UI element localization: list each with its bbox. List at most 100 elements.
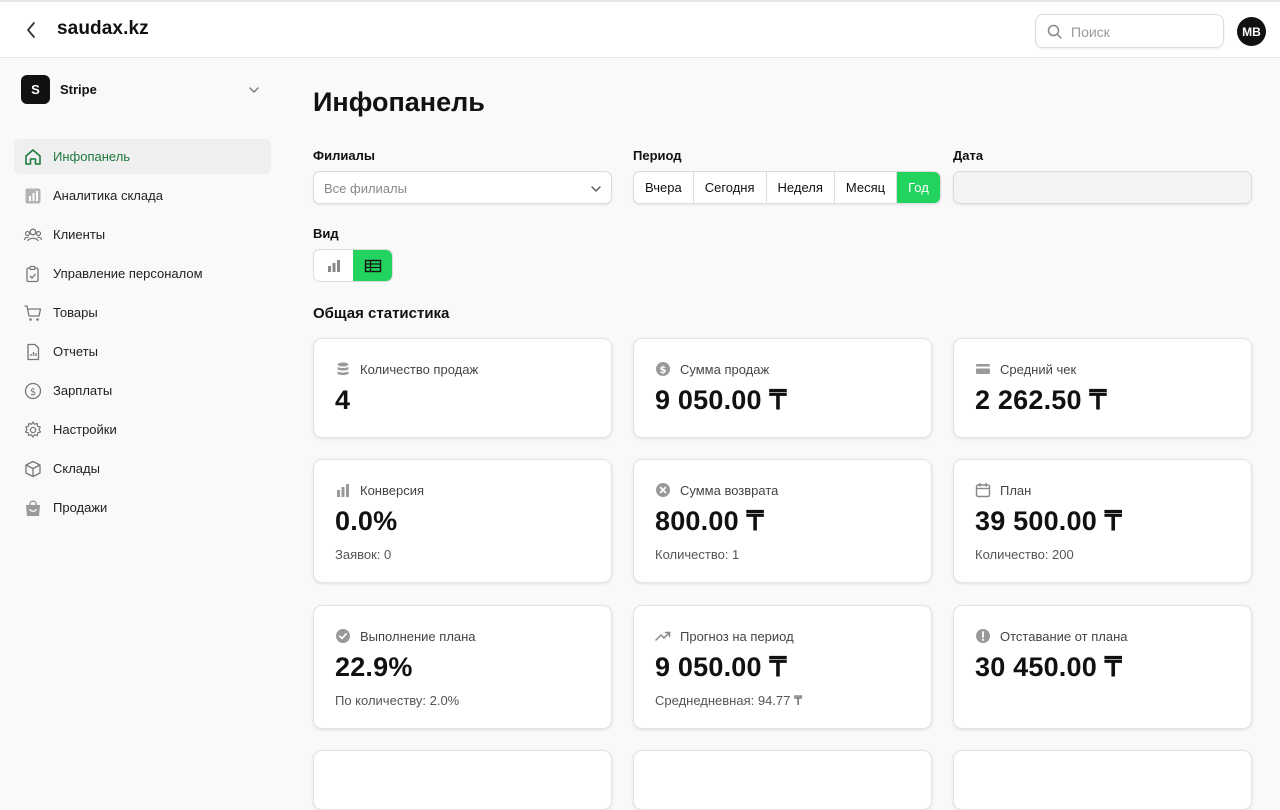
stat-title: Конверсия xyxy=(360,483,425,498)
period-year-button[interactable]: Год xyxy=(897,172,940,203)
sidebar-item-label: Склады xyxy=(53,461,100,476)
org-logo: S xyxy=(21,75,50,104)
sidebar: S Stripe Инфопанель Аналитика склада Кли… xyxy=(0,58,285,772)
stat-card xyxy=(633,750,932,810)
sidebar-item-dashboard[interactable]: Инфопанель xyxy=(14,139,271,174)
chevron-down-icon xyxy=(249,87,259,93)
branches-select-value: Все филиалы xyxy=(324,181,407,196)
stat-title: Средний чек xyxy=(1000,362,1077,377)
stat-value: 800.00 ₸ xyxy=(655,506,764,536)
stat-card-avg-check: Средний чек 2 262.50 ₸ xyxy=(953,338,1252,438)
stat-title: Количество продаж xyxy=(360,362,479,377)
stat-card-refund-sum: Сумма возврата 800.00 ₸ Количество: 1 xyxy=(633,459,932,583)
sidebar-item-salaries[interactable]: $ Зарплаты xyxy=(14,373,271,408)
credit-card-icon xyxy=(976,364,990,374)
stat-value: 22.9% xyxy=(335,652,413,682)
stat-title: План xyxy=(1000,483,1032,498)
stat-value: 2 262.50 ₸ xyxy=(975,385,1107,415)
users-icon xyxy=(23,228,43,242)
dollar-circle-icon: $ xyxy=(656,362,670,376)
stat-card-conversion: Конверсия 0.0% Заявок: 0 xyxy=(313,459,612,583)
search-box[interactable] xyxy=(1035,14,1224,48)
stat-card-sales-count: Количество продаж 4 xyxy=(313,338,612,438)
sidebar-item-label: Инфопанель xyxy=(53,149,131,164)
box-icon xyxy=(25,460,41,478)
clipboard-icon xyxy=(26,265,39,283)
bar-chart-icon xyxy=(25,188,41,204)
svg-text:$: $ xyxy=(30,387,36,398)
search-input[interactable] xyxy=(1071,21,1216,43)
period-yesterday-button[interactable]: Вчера xyxy=(634,172,694,203)
sidebar-item-label: Управление персоналом xyxy=(53,266,203,281)
sidebar-item-settings[interactable]: Настройки xyxy=(14,412,271,447)
sidebar-item-label: Продажи xyxy=(53,500,108,515)
stat-card-forecast: Прогноз на период 9 050.00 ₸ Среднедневн… xyxy=(633,605,932,729)
sidebar-item-label: Отчеты xyxy=(53,344,98,359)
sidebar-item-label: Товары xyxy=(53,305,98,320)
stat-value: 9 050.00 ₸ xyxy=(655,385,787,415)
stat-title: Отставание от плана xyxy=(1000,629,1128,644)
table-icon xyxy=(364,259,381,272)
period-today-button[interactable]: Сегодня xyxy=(694,172,767,203)
calendar-icon xyxy=(975,482,991,498)
report-icon xyxy=(27,343,40,361)
chart-view-button[interactable] xyxy=(314,250,353,281)
sidebar-item-reports[interactable]: Отчеты xyxy=(14,334,271,369)
sidebar-item-label: Клиенты xyxy=(53,227,106,242)
sidebar-item-warehouse-analytics[interactable]: Аналитика склада xyxy=(14,178,271,213)
avatar[interactable]: MB xyxy=(1237,17,1266,46)
stat-title: Сумма продаж xyxy=(680,362,770,377)
bar-chart-icon xyxy=(337,484,349,497)
back-button[interactable] xyxy=(20,18,42,42)
sidebar-item-warehouses[interactable]: Склады xyxy=(14,451,271,486)
bar-chart-icon xyxy=(327,259,340,272)
page-title: Инфопанель xyxy=(313,87,485,117)
sidebar-item-label: Настройки xyxy=(53,422,117,437)
svg-text:$: $ xyxy=(660,365,667,376)
stat-value: 39 500.00 ₸ xyxy=(975,506,1122,536)
stat-card-plan: План 39 500.00 ₸ Количество: 200 xyxy=(953,459,1252,583)
view-toggle xyxy=(313,249,393,282)
dollar-icon: $ xyxy=(24,382,42,400)
home-icon xyxy=(25,149,41,165)
sidebar-item-label: Аналитика склада xyxy=(53,188,163,203)
branches-select[interactable]: Все филиалы xyxy=(313,171,612,204)
stat-card-sales-sum: $ Сумма продаж 9 050.00 ₸ xyxy=(633,338,932,438)
org-name: Stripe xyxy=(60,82,97,97)
chevron-down-icon xyxy=(591,186,601,192)
table-view-button[interactable] xyxy=(353,250,392,281)
stat-title: Прогноз на период xyxy=(680,629,794,644)
stat-value: 9 050.00 ₸ xyxy=(655,652,787,682)
stat-value: 0.0% xyxy=(335,506,398,536)
stat-title: Сумма возврата xyxy=(680,483,779,498)
sidebar-item-label: Зарплаты xyxy=(53,383,113,398)
period-label: Период xyxy=(633,148,682,163)
sidebar-item-clients[interactable]: Клиенты xyxy=(14,217,271,252)
date-input[interactable] xyxy=(953,171,1252,204)
view-label: Вид xyxy=(313,226,339,241)
sidebar-item-products[interactable]: Товары xyxy=(14,295,271,330)
shopping-bag-icon xyxy=(26,500,40,516)
stat-title: Выполнение плана xyxy=(360,629,476,644)
sidebar-item-staff[interactable]: Управление персоналом xyxy=(14,256,271,291)
gear-icon xyxy=(24,421,42,438)
org-switcher[interactable]: S Stripe xyxy=(21,75,271,105)
stat-subtext: Количество: 200 xyxy=(975,547,1074,562)
search-icon xyxy=(1047,24,1062,39)
alert-circle-icon xyxy=(976,629,990,643)
sidebar-item-sales[interactable]: Продажи xyxy=(14,490,271,525)
period-week-button[interactable]: Неделя xyxy=(767,172,835,203)
stat-subtext: Заявок: 0 xyxy=(335,547,392,562)
branches-label: Филиалы xyxy=(313,148,375,163)
check-circle-icon xyxy=(336,629,350,643)
stat-subtext: По количеству: 2.0% xyxy=(335,693,460,708)
top-bar: saudax.kz MB xyxy=(0,0,1280,58)
stat-card xyxy=(313,750,612,810)
stat-subtext: Среднедневная: 94.77 ₸ xyxy=(655,693,803,708)
stat-value: 4 xyxy=(335,385,351,415)
stat-value: 30 450.00 ₸ xyxy=(975,652,1122,682)
stats-section-title: Общая статистика xyxy=(313,305,450,322)
stat-subtext: Количество: 1 xyxy=(655,547,740,562)
cart-icon xyxy=(24,305,42,321)
period-month-button[interactable]: Месяц xyxy=(835,172,898,203)
